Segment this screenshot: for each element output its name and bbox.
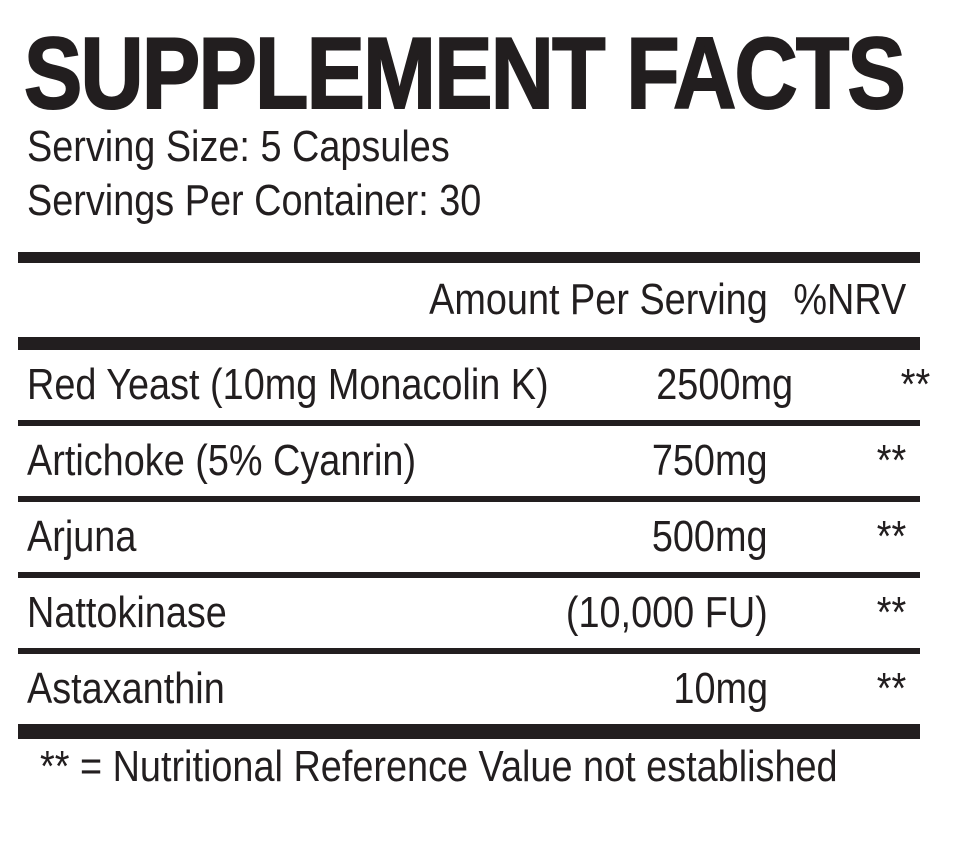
page-title: SUPPLEMENT FACTS: [23, 18, 906, 130]
amount-header-text: Amount Per Serving: [429, 275, 768, 324]
ingredient-nrv: **: [876, 512, 906, 561]
title-wrap: SUPPLEMENT FACTS: [23, 18, 980, 130]
table-row: Artichoke (5% Cyanrin) 750mg **: [18, 426, 920, 496]
ingredient-name: Nattokinase: [27, 588, 227, 637]
row-separator: [18, 648, 920, 654]
footnote: ** = Nutritional Reference Value not est…: [40, 739, 980, 795]
ingredient-name-cell: Artichoke (5% Cyanrin): [27, 436, 633, 486]
ingredient-name-cell: Nattokinase: [27, 588, 533, 638]
ingredient-nrv-cell: **: [768, 664, 920, 714]
ingredient-nrv: **: [876, 664, 906, 713]
table-row: Red Yeast (10mg Monacolin K) 2500mg **: [18, 350, 931, 420]
row-separator: [18, 572, 920, 578]
ingredient-name: Red Yeast (10mg Monacolin K): [27, 360, 549, 409]
ingredient-nrv: **: [876, 588, 906, 637]
ingredient-name: Artichoke (5% Cyanrin): [27, 436, 417, 485]
ingredient-amount: (10,000 FU): [566, 588, 768, 637]
table-row: Nattokinase (10,000 FU) **: [18, 578, 920, 648]
serving-size-text: Serving Size: 5 Capsules: [27, 122, 450, 171]
row-separator: [18, 420, 920, 426]
ingredient-name: Astaxanthin: [27, 664, 225, 713]
servings-per-container-line: Servings Per Container: 30: [27, 174, 980, 228]
serving-info: Serving Size: 5 Capsules Servings Per Co…: [27, 120, 980, 228]
ingredient-name-cell: Arjuna: [27, 512, 633, 562]
table-row: Astaxanthin 10mg **: [18, 654, 920, 724]
table-row: Arjuna 500mg **: [18, 502, 920, 572]
ingredient-amount-cell: 2500mg: [634, 360, 793, 410]
table-bottom-rule: [18, 724, 920, 739]
ingredient-name: Arjuna: [27, 512, 137, 561]
table-header-row: Amount Per Serving %NRV: [18, 263, 920, 337]
ingredient-name-cell: Red Yeast (10mg Monacolin K): [27, 360, 634, 410]
ingredient-amount-cell: 750mg: [633, 436, 768, 486]
ingredient-amount-cell: (10,000 FU): [533, 588, 768, 638]
supplement-table: Amount Per Serving %NRV Red Yeast (10mg …: [18, 252, 931, 739]
ingredient-amount-cell: 500mg: [633, 512, 768, 562]
ingredient-amount: 10mg: [673, 664, 768, 713]
header-rule: [18, 337, 920, 350]
serving-size-line: Serving Size: 5 Capsules: [27, 120, 980, 174]
row-separator: [18, 496, 920, 502]
ingredient-amount-cell: 10mg: [658, 664, 768, 714]
footnote-text: ** = Nutritional Reference Value not est…: [40, 742, 838, 791]
ingredient-amount: 750mg: [652, 436, 768, 485]
ingredient-nrv-cell: **: [793, 360, 945, 410]
ingredient-nrv-cell: **: [768, 588, 920, 638]
table-top-rule: [18, 252, 920, 263]
nrv-header-text: %NRV: [793, 275, 906, 324]
amount-header-cell: Amount Per Serving: [374, 275, 768, 325]
servings-per-container-text: Servings Per Container: 30: [27, 176, 482, 225]
ingredient-amount: 500mg: [652, 512, 768, 561]
ingredient-nrv: **: [901, 360, 931, 409]
ingredient-nrv-cell: **: [768, 512, 920, 562]
nrv-header-cell: %NRV: [768, 275, 920, 325]
ingredient-name-cell: Astaxanthin: [27, 664, 658, 714]
ingredient-amount: 2500mg: [655, 360, 793, 409]
ingredient-nrv-cell: **: [768, 436, 920, 486]
ingredient-nrv: **: [876, 436, 906, 485]
